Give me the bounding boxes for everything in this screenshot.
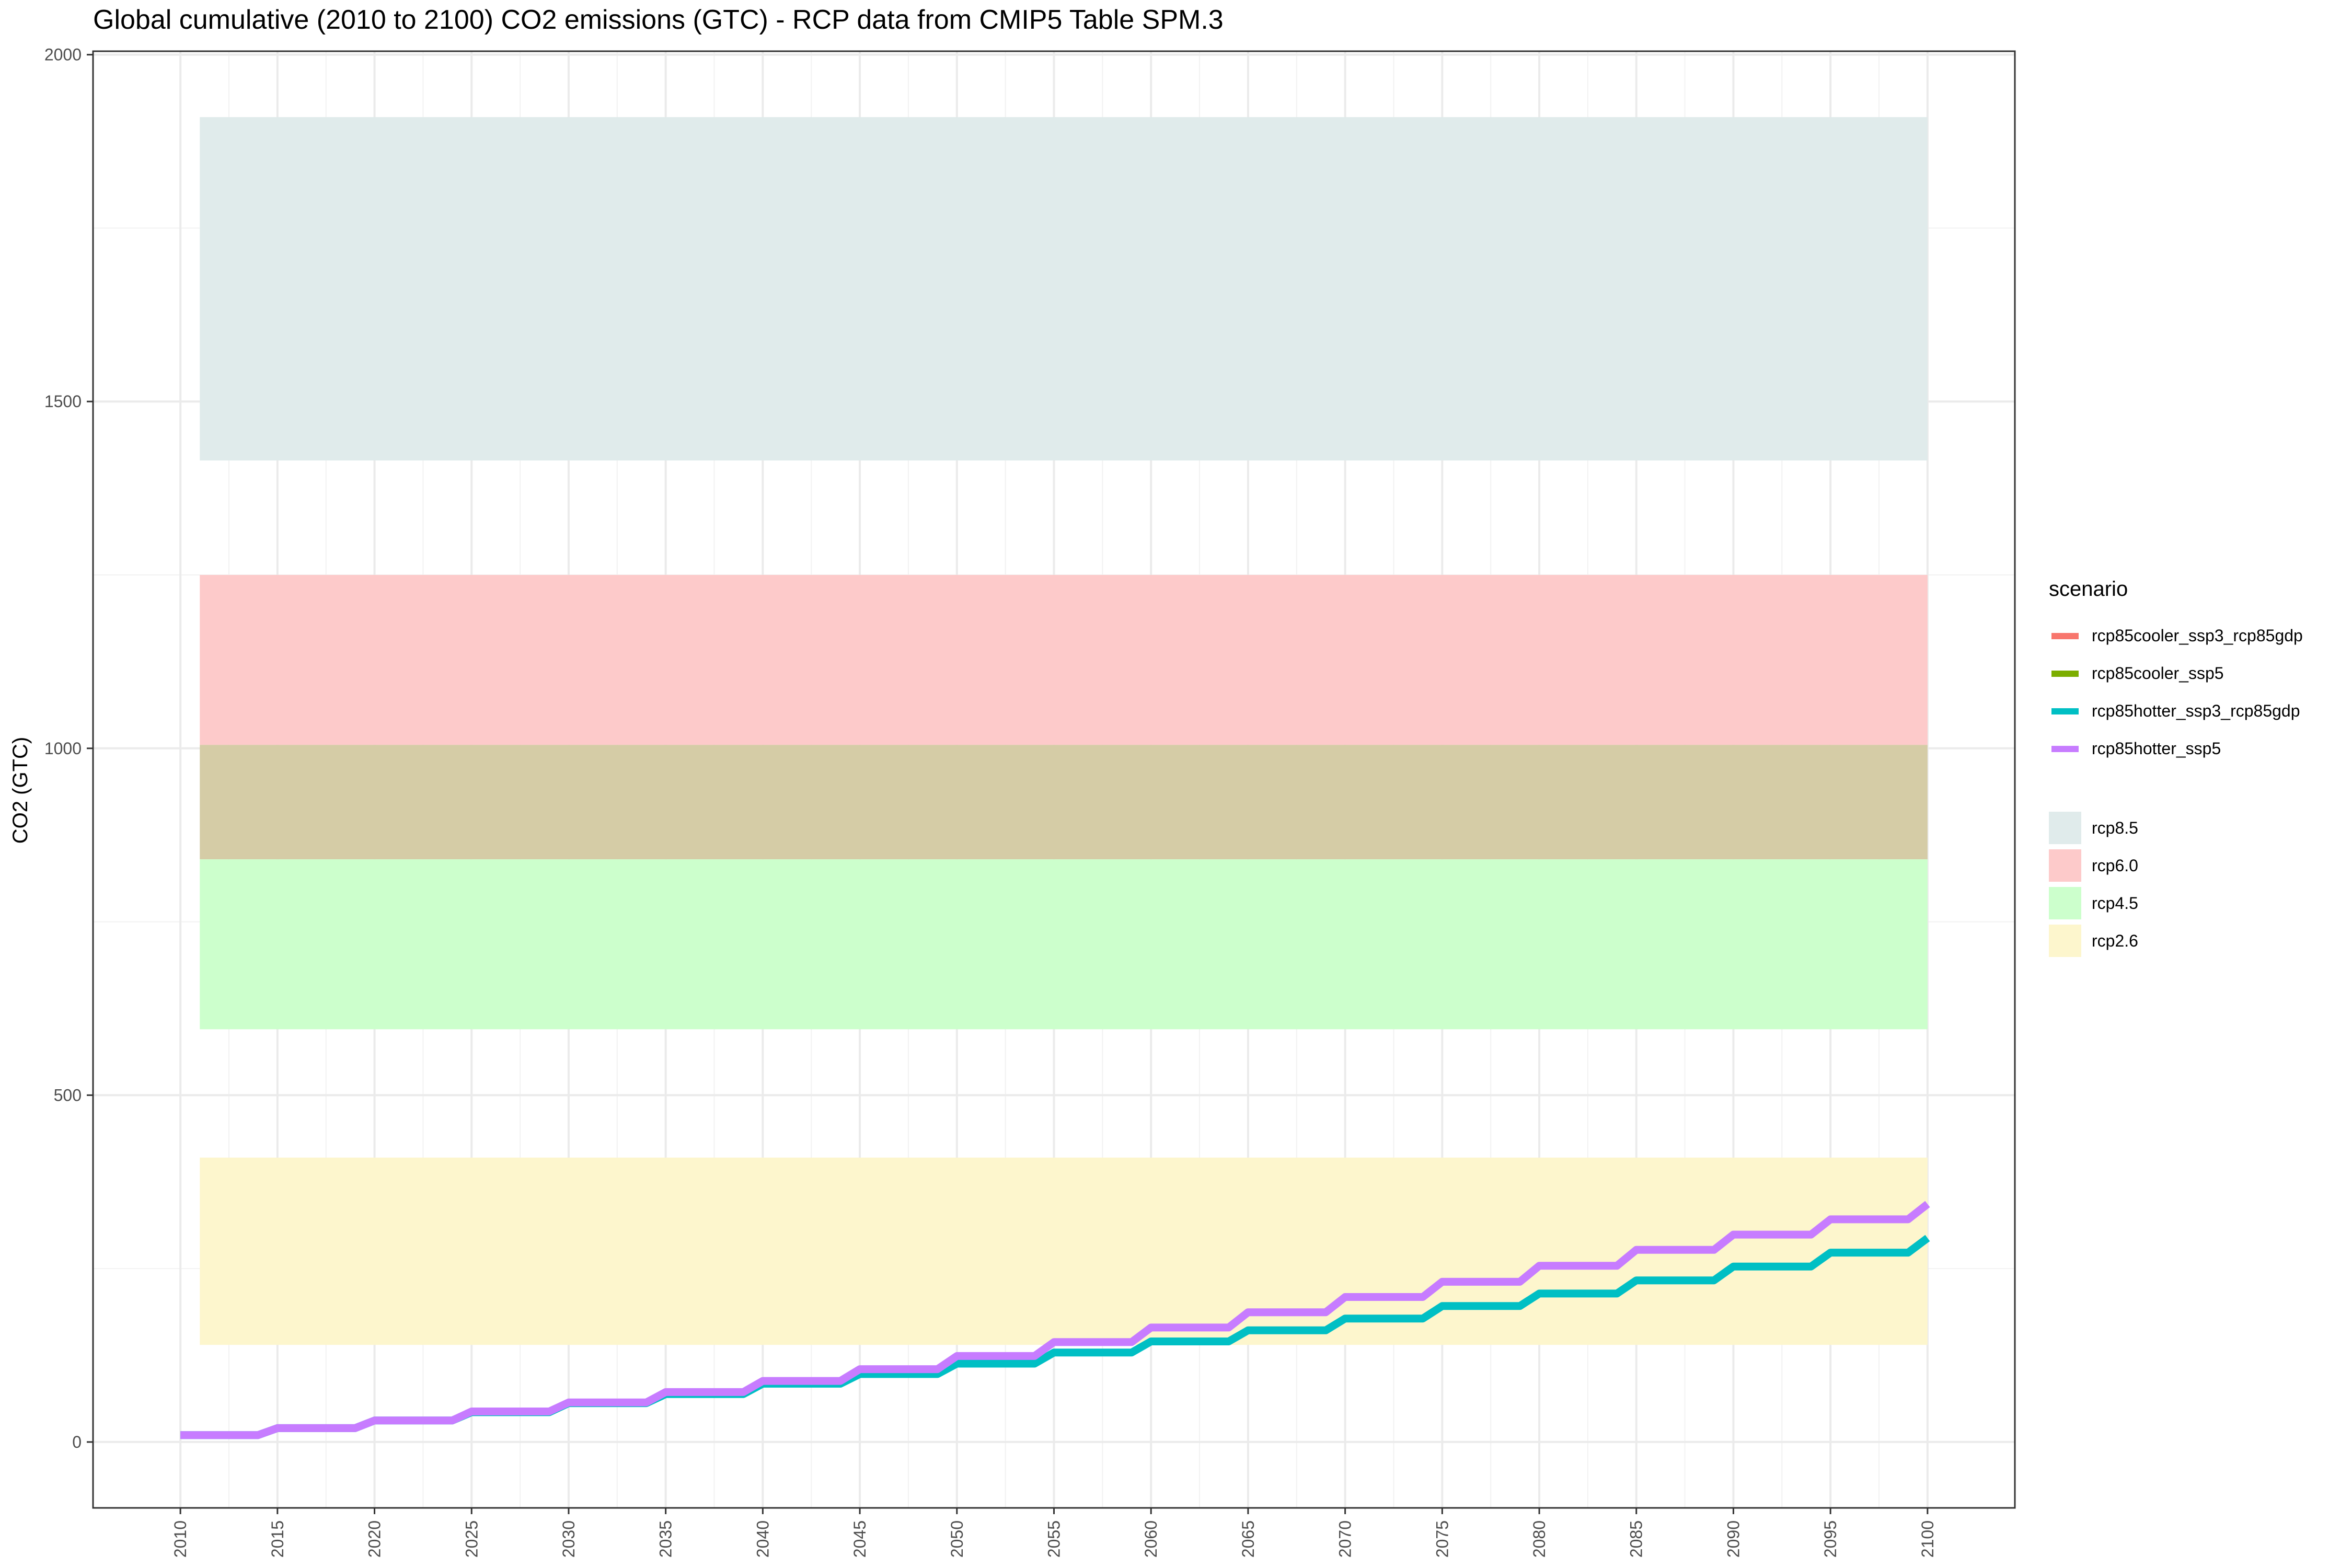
- legend-label: rcp2.6: [2092, 931, 2138, 950]
- x-tick-label: 2080: [1530, 1520, 1549, 1558]
- legend-label: rcp85cooler_ssp5: [2092, 663, 2224, 683]
- x-tick-label: 2050: [948, 1520, 966, 1558]
- legend-line-swatch: [2049, 654, 2081, 692]
- legend-item-rcp4.5: rcp4.5: [2049, 884, 2303, 922]
- legend-label: rcp85hotter_ssp5: [2092, 739, 2221, 758]
- legend-fill-swatch: [2049, 812, 2081, 844]
- x-axis: 2010 2015 2020 2025 2030 2035 2040 2045 2050 2055…: [171, 1508, 1937, 1558]
- y-axis-title: CO2 (GTC): [9, 737, 32, 844]
- x-tick-label: 2030: [559, 1520, 578, 1558]
- x-tick-label: 2100: [1918, 1520, 1937, 1558]
- band-rcp8.5: [200, 117, 1928, 461]
- series-lines: [180, 1201, 1930, 1439]
- x-tick-label: 2045: [850, 1520, 869, 1558]
- legend-line-swatch-bar: [2051, 708, 2079, 714]
- legend-label: rcp6.0: [2092, 856, 2138, 875]
- legend-label: rcp8.5: [2092, 818, 2138, 837]
- band-rcp6.0: [200, 574, 1928, 745]
- chart-title: Global cumulative (2010 to 2100) CO2 emi…: [93, 5, 1224, 35]
- x-tick-label: 2085: [1627, 1520, 1646, 1558]
- x-tick-label: 2090: [1724, 1520, 1743, 1558]
- x-tick-label: 2070: [1336, 1520, 1355, 1558]
- legend-label: rcp85cooler_ssp3_rcp85gdp: [2092, 626, 2303, 645]
- x-tick-label: 2010: [171, 1520, 190, 1558]
- y-tick-label: 1500: [44, 392, 82, 411]
- y-tick-label: 0: [72, 1433, 82, 1451]
- x-tick-label: 2025: [462, 1520, 481, 1558]
- legend-item-rcp8.5: rcp8.5: [2049, 809, 2303, 847]
- legend-line-swatch: [2049, 617, 2081, 654]
- x-tick-label: 2055: [1045, 1520, 1064, 1558]
- legend-line-swatch: [2049, 730, 2081, 767]
- line-legend: rcp85cooler_ssp3_rcp85gdp rcp85cooler_ssp…: [2049, 617, 2303, 767]
- legend-item-rcp2.6: rcp2.6: [2049, 922, 2303, 960]
- legend: scenario rcp85cooler_ssp3_rcp85gdp rcp85c…: [2049, 578, 2303, 960]
- legend-item-rcp85hotter_ssp5: rcp85hotter_ssp5: [2049, 730, 2303, 767]
- legend-item-rcp85cooler_ssp5: rcp85cooler_ssp5: [2049, 654, 2303, 692]
- legend-gap: [2049, 767, 2303, 809]
- legend-fill-swatch: [2049, 925, 2081, 957]
- x-tick-label: 2075: [1433, 1520, 1451, 1558]
- legend-fill-swatch: [2049, 849, 2081, 882]
- legend-fill-swatch: [2049, 887, 2081, 919]
- legend-item-rcp85hotter_ssp3_rcp85gdp: rcp85hotter_ssp3_rcp85gdp: [2049, 692, 2303, 730]
- x-tick-label: 2020: [365, 1520, 384, 1558]
- y-axis: 0 500 1000 1500 2000: [44, 45, 93, 1451]
- legend-title: scenario: [2049, 578, 2128, 601]
- rcp-bands: [200, 117, 1928, 1345]
- x-tick-label: 2035: [656, 1520, 675, 1558]
- x-tick-label: 2060: [1142, 1520, 1160, 1558]
- legend-item-rcp85cooler_ssp3_rcp85gdp: rcp85cooler_ssp3_rcp85gdp: [2049, 617, 2303, 654]
- legend-line-swatch-bar: [2051, 746, 2079, 752]
- x-tick-label: 2015: [268, 1520, 287, 1558]
- legend-label: rcp4.5: [2092, 893, 2138, 913]
- legend-line-swatch: [2049, 692, 2081, 730]
- legend-item-rcp6.0: rcp6.0: [2049, 847, 2303, 884]
- x-tick-label: 2065: [1239, 1520, 1258, 1558]
- legend-line-swatch-bar: [2051, 633, 2079, 639]
- legend-line-swatch-bar: [2051, 671, 2079, 677]
- series-line-rcp85hotter_ssp5: [180, 1201, 1930, 1439]
- y-tick-label: 2000: [44, 45, 82, 64]
- band-rcp6.0-rcp4.5-overlap: [200, 745, 1928, 860]
- x-tick-label: 2095: [1821, 1520, 1840, 1558]
- x-tick-label: 2040: [753, 1520, 772, 1558]
- y-tick-label: 1000: [44, 739, 82, 758]
- legend-label: rcp85hotter_ssp3_rcp85gdp: [2092, 701, 2300, 720]
- y-tick-label: 500: [54, 1086, 82, 1104]
- fill-legend: rcp8.5 rcp6.0 rcp4.5 rcp2.6: [2049, 809, 2303, 960]
- band-rcp4.5: [200, 859, 1928, 1030]
